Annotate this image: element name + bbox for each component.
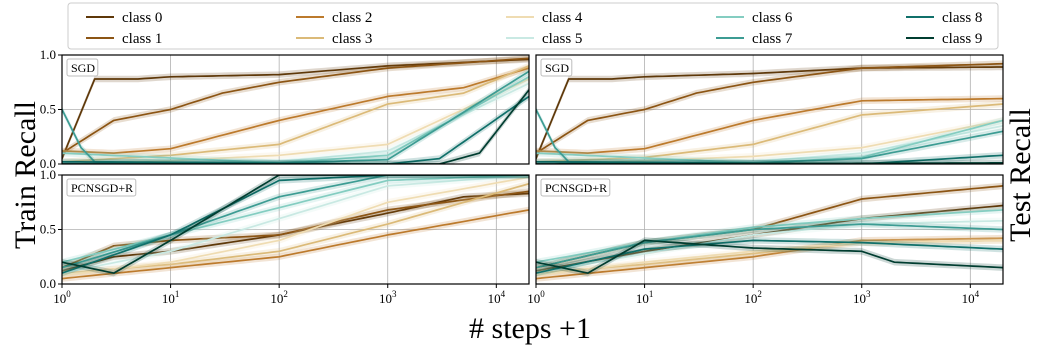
panel-sgd-test-recall: SGD: [535, 54, 1004, 165]
series-group: [536, 60, 1003, 164]
series-group: [536, 182, 1003, 282]
series-group: [62, 55, 529, 164]
series-line-class-8: [536, 239, 1003, 274]
series-band-class-6: [536, 117, 1003, 164]
panel-label-pcnsgd-r-train-recall: PCNSGD+R: [66, 178, 137, 197]
series-band-class-5: [62, 175, 529, 277]
legend-frame: [67, 2, 999, 50]
x-tick-label: 103: [379, 289, 397, 306]
legend-label-class-5: class 5: [542, 31, 582, 47]
legend-label-class-0: class 0: [122, 10, 162, 26]
x-tick-label: 100: [527, 289, 545, 306]
y-tick-label: 0.5: [40, 222, 56, 237]
series-line-class-9: [536, 239, 1003, 274]
y-tick-label: 1.0: [40, 47, 56, 62]
panel-label-text: SGD: [545, 61, 569, 75]
x-tick-label: 102: [744, 289, 762, 306]
series-line-class-7: [536, 223, 1003, 269]
panel-label-text: SGD: [71, 61, 95, 75]
x-tick-label: 101: [162, 289, 180, 306]
series-line-class-9: [62, 89, 529, 164]
panel-label-sgd-train-recall: SGD: [66, 58, 99, 77]
series-band-class-2: [536, 234, 1003, 282]
series-band-class-4: [62, 75, 529, 164]
series-line-class-3: [62, 182, 529, 274]
series-line-class-7: [62, 175, 529, 269]
series-line-class-6: [536, 209, 1003, 264]
series-band-class-3: [62, 180, 529, 277]
series-band-class-4: [62, 175, 529, 279]
series-band-class-3: [536, 237, 1003, 277]
x-tick-label: 100: [53, 289, 71, 306]
legend-label-class-8: class 8: [942, 10, 982, 26]
y-axis-label-left: Train Recall: [9, 101, 42, 249]
y-tick-label: 0.5: [40, 102, 56, 117]
legend-label-class-7: class 7: [752, 31, 793, 47]
legend-label-class-1: class 1: [122, 31, 162, 47]
legend-label-class-9: class 9: [942, 31, 982, 47]
x-tick-label: 104: [488, 289, 506, 306]
x-tick-label: 102: [270, 289, 288, 306]
legend: class 0 class 1 class 2 class 3 class 4 class…: [67, 2, 999, 50]
series-line-class-8: [62, 175, 529, 274]
series-line-class-2: [62, 67, 529, 154]
panel-pcnsgd-r-train-recall: PCNSGD+R 0.0 0.5 1.0 100 101 102 103 104: [40, 167, 530, 306]
y-tick-label: 0.0: [40, 156, 56, 171]
panel-label-text: PCNSGD+R: [545, 181, 607, 195]
panel-label-box: [66, 58, 99, 77]
panel-label-box: [540, 178, 611, 197]
panel-label-sgd-test-recall: SGD: [540, 58, 573, 77]
series-line-class-1: [62, 57, 529, 154]
y-tick-label: 1.0: [40, 167, 56, 182]
panel-label-text: PCNSGD+R: [71, 181, 133, 195]
series-line-class-2: [62, 209, 529, 280]
series-line-class-1: [536, 62, 1003, 154]
series-band-class-1: [62, 188, 529, 271]
legend-label-class-2: class 2: [332, 10, 372, 26]
panel-label-box: [66, 178, 137, 197]
series-line-class-0: [536, 66, 1003, 160]
legend-label-class-4: class 4: [542, 10, 583, 26]
legend-items: class 0 class 1 class 2 class 3 class 4 class…: [86, 10, 982, 47]
series-line-class-9: [62, 175, 529, 274]
x-tick-label: 103: [853, 289, 871, 306]
x-tick-label: 104: [962, 289, 980, 306]
y-tick-label: 0.0: [40, 276, 56, 291]
panel-label-box: [540, 58, 573, 77]
panel-frame: [535, 174, 1004, 285]
series-band-class-8: [536, 152, 1003, 164]
panel-pcnsgd-r-test-recall: PCNSGD+R 100 101 102 103 104: [527, 174, 1004, 306]
series-band-class-5: [536, 217, 1003, 277]
y-axis-label-right: Test Recall: [1004, 108, 1037, 242]
series-line-class-4: [62, 176, 529, 277]
panel-sgd-train-recall: SGD 0.0 0.5 1.0: [40, 47, 530, 171]
series-line-class-3: [536, 103, 1003, 163]
series-line-class-6: [62, 175, 529, 264]
legend-label-class-3: class 3: [332, 31, 372, 47]
x-axis-label: # steps +1: [469, 312, 591, 345]
series-group: [62, 175, 529, 282]
panel-frame: [535, 54, 1004, 165]
legend-label-class-6: class 6: [752, 10, 793, 26]
series-line-class-2: [536, 237, 1003, 280]
subplot-grid: SGD 0.0 0.5 1.0 SGD PCNSGD+R 0.0 0.5 1.0 100 101 10…: [40, 47, 1004, 306]
series-line-class-4: [536, 239, 1003, 277]
panel-label-pcnsgd-r-test-recall: PCNSGD+R: [540, 178, 611, 197]
series-line-class-2: [536, 97, 1003, 154]
series-band-class-2: [536, 95, 1003, 157]
series-band-class-8: [536, 237, 1003, 277]
x-tick-label: 101: [636, 289, 654, 306]
